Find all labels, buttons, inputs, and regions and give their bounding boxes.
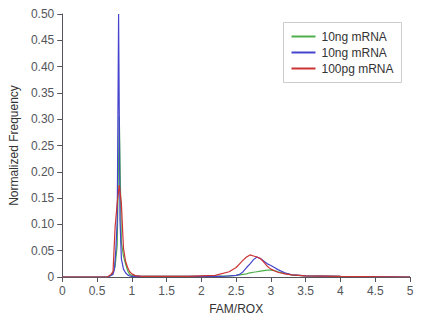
svg-text:1.5: 1.5 (158, 284, 175, 298)
svg-text:100pg mRNA: 100pg mRNA (322, 62, 394, 76)
svg-text:0.20: 0.20 (31, 165, 55, 179)
svg-text:0.5: 0.5 (89, 284, 106, 298)
svg-text:0: 0 (48, 270, 55, 284)
svg-text:10ng mRNA: 10ng mRNA (322, 46, 387, 60)
svg-text:10ng mRNA: 10ng mRNA (322, 30, 387, 44)
svg-text:2.5: 2.5 (228, 284, 245, 298)
svg-text:2: 2 (198, 284, 205, 298)
svg-text:Normalized Frequency: Normalized Frequency (7, 85, 21, 206)
svg-text:0.50: 0.50 (31, 7, 55, 21)
svg-text:0.40: 0.40 (31, 60, 55, 74)
svg-text:0: 0 (59, 284, 66, 298)
svg-text:1: 1 (128, 284, 135, 298)
svg-text:0.10: 0.10 (31, 217, 55, 231)
svg-text:0.25: 0.25 (31, 139, 55, 153)
svg-text:4: 4 (337, 284, 344, 298)
svg-text:FAM/ROX: FAM/ROX (209, 302, 263, 316)
svg-text:0.35: 0.35 (31, 86, 55, 100)
svg-text:0.45: 0.45 (31, 33, 55, 47)
svg-text:0.30: 0.30 (31, 112, 55, 126)
svg-text:0.15: 0.15 (31, 191, 55, 205)
svg-text:3.5: 3.5 (297, 284, 314, 298)
svg-text:0.05: 0.05 (31, 244, 55, 258)
svg-text:3: 3 (268, 284, 275, 298)
svg-text:4.5: 4.5 (367, 284, 384, 298)
svg-text:5: 5 (407, 284, 414, 298)
